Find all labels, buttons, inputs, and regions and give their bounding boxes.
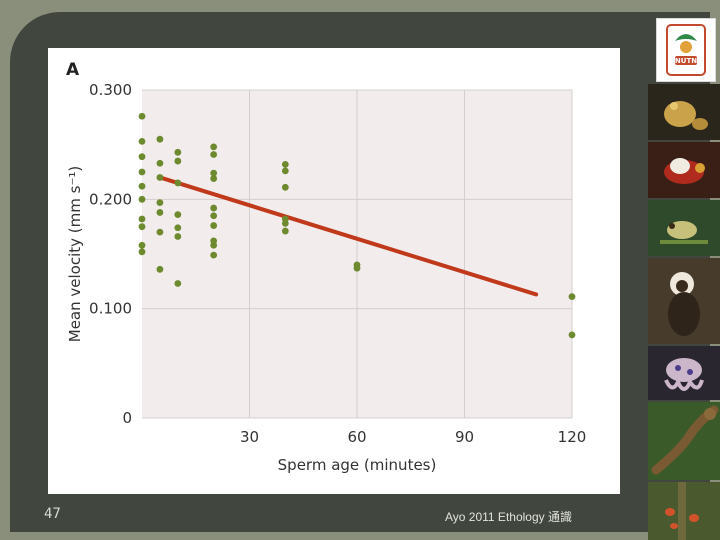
insects-photo-icon [648, 482, 720, 540]
data-point [210, 151, 218, 158]
octopus-photo-icon [648, 346, 720, 400]
y-tick-label: 0 [122, 409, 132, 427]
data-point [138, 153, 146, 161]
data-point [156, 265, 164, 273]
data-point [281, 167, 289, 175]
data-point [138, 241, 146, 249]
data-point [174, 280, 182, 287]
tick-labels: 30 60 90 120 0 0.100 0.200 0.300 [89, 81, 586, 446]
x-axis-label: Sperm age (minutes) [278, 456, 437, 474]
trend-layer [157, 175, 539, 297]
x-tick-label: 60 [347, 428, 366, 446]
data-point [281, 219, 289, 227]
x-tick-label: 120 [558, 428, 587, 446]
data-point [138, 168, 146, 176]
data-point [138, 248, 146, 256]
data-point [174, 148, 182, 156]
y-tick-label: 0.100 [89, 300, 132, 318]
frog-photo-1-icon [648, 84, 720, 140]
trend-line [157, 175, 539, 297]
data-point [174, 224, 182, 232]
y-axis-label: Mean velocity (mm s⁻¹) [66, 166, 84, 342]
data-point [138, 223, 146, 231]
data-point [174, 179, 182, 187]
photo-strip [648, 84, 720, 540]
data-point [353, 264, 361, 272]
monkey-photo-icon [648, 258, 720, 344]
data-point [138, 137, 146, 145]
data-point [138, 195, 146, 203]
data-point [281, 227, 289, 235]
logo-text: NUTN [675, 57, 697, 65]
data-point [568, 331, 576, 339]
data-point [174, 233, 182, 240]
scatter-chart: 30 60 90 120 0 0.100 0.200 0.300 A Sperm age (m… [66, 60, 586, 474]
y-tick-label: 0.300 [89, 81, 132, 99]
data-point [138, 112, 146, 120]
university-logo: NUTN [656, 18, 716, 82]
data-point [210, 212, 218, 220]
data-point [156, 209, 164, 216]
panel-label: A [66, 60, 80, 80]
data-point [281, 183, 289, 191]
data-point [210, 241, 218, 249]
data-point [210, 204, 218, 212]
chart-card: 30 60 90 120 0 0.100 0.200 0.300 A Sperm age (m… [48, 48, 620, 494]
data-point [210, 175, 218, 182]
data-point [138, 215, 146, 223]
data-point [156, 228, 164, 236]
data-point [156, 159, 164, 167]
data-point [174, 211, 182, 219]
data-point [156, 174, 164, 181]
page-number: 47 [44, 506, 61, 522]
data-point [156, 199, 164, 207]
data-point [210, 222, 218, 229]
slide-footer: Ayo 2011 Ethology 通識 [445, 510, 572, 524]
data-point [138, 182, 146, 190]
data-point [210, 169, 218, 177]
data-point [568, 293, 576, 301]
data-point [281, 160, 289, 168]
bird-photo-icon [648, 142, 720, 198]
x-tick-label: 90 [455, 428, 474, 446]
data-point [210, 251, 218, 259]
data-point [156, 135, 164, 143]
y-tick-label: 0.200 [89, 190, 132, 208]
lizard-photo-icon [648, 402, 720, 480]
nutn-university-logo-icon: NUTN [666, 24, 706, 76]
frog-photo-2-icon [648, 200, 720, 256]
data-point [174, 157, 182, 165]
x-tick-label: 30 [240, 428, 259, 446]
data-point [210, 143, 218, 151]
grid-lines [142, 89, 573, 419]
data-points [138, 112, 576, 339]
